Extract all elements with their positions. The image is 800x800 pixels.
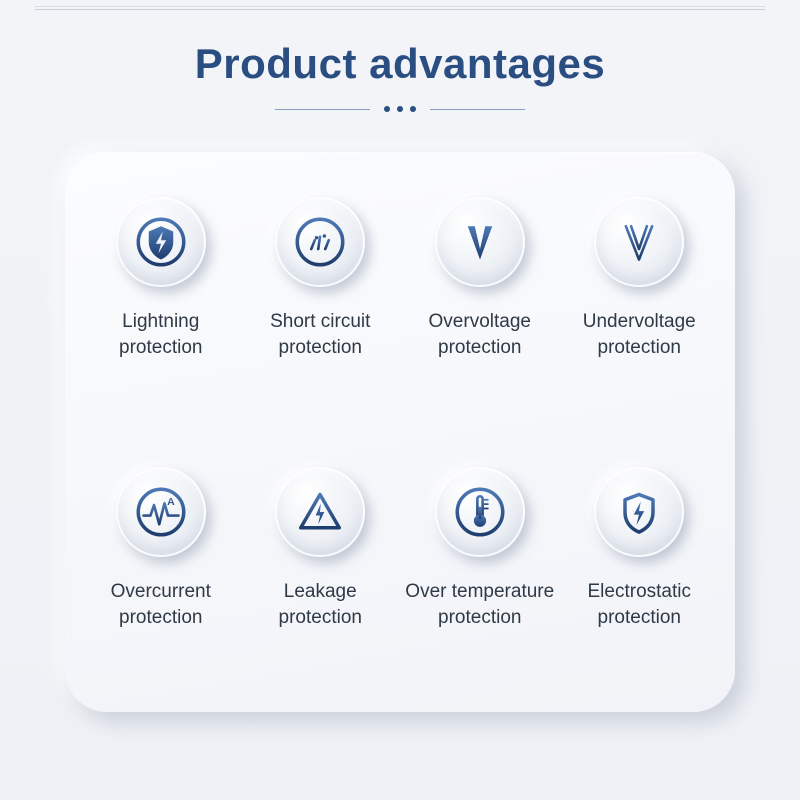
- divider-dot: [384, 106, 390, 112]
- features-panel: Lightning protection Short circuit prote…: [65, 152, 735, 712]
- feature-label: Overvoltage protection: [429, 309, 531, 360]
- divider-dot: [397, 106, 403, 112]
- overvoltage-icon: [435, 197, 525, 287]
- feature-overvoltage: Overvoltage protection: [404, 197, 556, 412]
- feature-label: Undervoltage protection: [583, 309, 696, 360]
- page-title: Product advantages: [0, 40, 800, 88]
- feature-lightning: Lightning protection: [85, 197, 237, 412]
- lightning-shield-icon: [116, 197, 206, 287]
- features-grid: Lightning protection Short circuit prote…: [85, 197, 715, 682]
- feature-label: Lightning protection: [119, 309, 202, 360]
- feature-undervoltage: Undervoltage protection: [564, 197, 716, 412]
- short-circuit-icon: [275, 197, 365, 287]
- electrostatic-icon: [594, 467, 684, 557]
- feature-label: Leakage protection: [279, 579, 362, 630]
- divider-line-right: [430, 109, 525, 110]
- top-photo-edge: [35, 6, 765, 10]
- title-section: Product advantages: [0, 0, 800, 112]
- feature-label: Electrostatic protection: [588, 579, 691, 630]
- feature-overcurrent: Overcurrent protection: [85, 467, 237, 682]
- feature-short-circuit: Short circuit protection: [245, 197, 397, 412]
- feature-electrostatic: Electrostatic protection: [564, 467, 716, 682]
- feature-label: Over temperature protection: [405, 579, 554, 630]
- feature-over-temperature: Over temperature protection: [404, 467, 556, 682]
- divider-line-left: [275, 109, 370, 110]
- divider-dot: [410, 106, 416, 112]
- feature-label: Short circuit protection: [270, 309, 370, 360]
- feature-leakage: Leakage protection: [245, 467, 397, 682]
- divider-dots: [370, 106, 430, 112]
- title-divider: [275, 106, 525, 112]
- over-temperature-icon: [435, 467, 525, 557]
- leakage-icon: [275, 467, 365, 557]
- undervoltage-icon: [594, 197, 684, 287]
- overcurrent-icon: [116, 467, 206, 557]
- feature-label: Overcurrent protection: [111, 579, 211, 630]
